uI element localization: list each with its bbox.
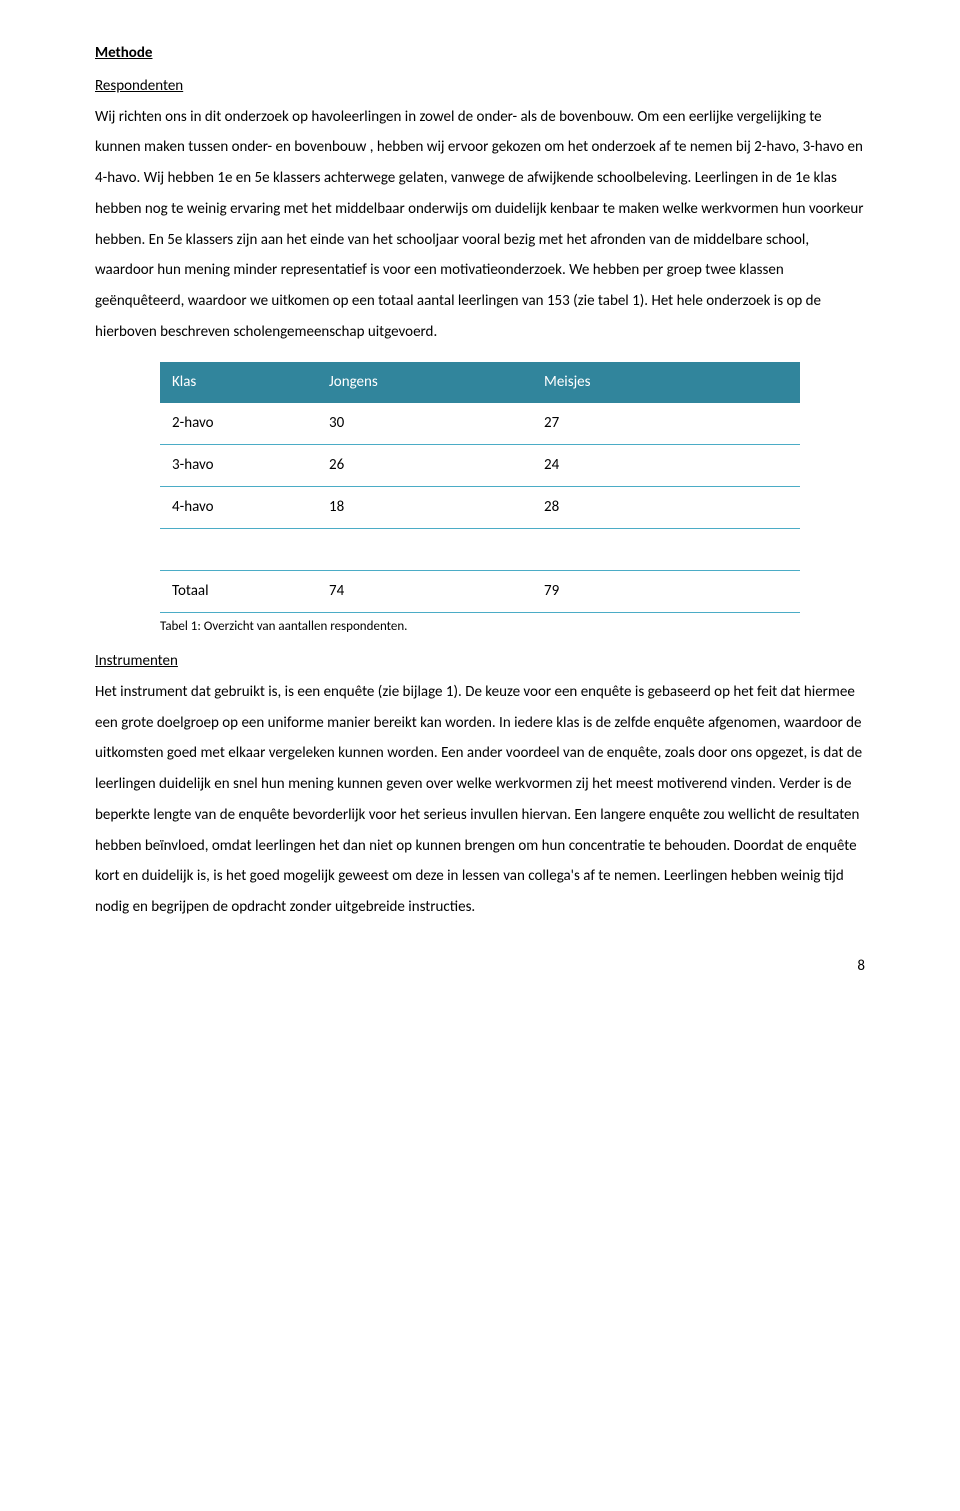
page-number: 8: [95, 951, 865, 982]
cell-empty: [317, 528, 532, 570]
table-row: 3-havo 26 24: [160, 444, 800, 486]
cell-jongens: 26: [317, 444, 532, 486]
table-row: 4-havo 18 28: [160, 486, 800, 528]
table-header-row: Klas Jongens Meisjes: [160, 362, 800, 403]
cell-klas: 3-havo: [160, 444, 317, 486]
table-row-empty: [160, 528, 800, 570]
cell-klas: Totaal: [160, 570, 317, 612]
header-meisjes: Meisjes: [532, 362, 800, 403]
header-jongens: Jongens: [317, 362, 532, 403]
table-row-total: Totaal 74 79: [160, 570, 800, 612]
subsection-title-respondenten: Respondenten: [95, 71, 865, 102]
respondenten-body: Wij richten ons in dit onderzoek op havo…: [95, 102, 865, 348]
section-title-methode: Methode: [95, 38, 865, 69]
subsection-title-instrumenten: Instrumenten: [95, 646, 865, 677]
cell-empty: [532, 528, 800, 570]
cell-meisjes: 27: [532, 403, 800, 445]
cell-jongens: 30: [317, 403, 532, 445]
cell-meisjes: 79: [532, 570, 800, 612]
cell-jongens: 74: [317, 570, 532, 612]
cell-klas: 4-havo: [160, 486, 317, 528]
cell-jongens: 18: [317, 486, 532, 528]
table-row: 2-havo 30 27: [160, 403, 800, 445]
cell-klas: 2-havo: [160, 403, 317, 445]
respondent-table: Klas Jongens Meisjes 2-havo 30 27 3-havo…: [160, 362, 800, 613]
table-caption: Tabel 1: Overzicht van aantallen respond…: [160, 617, 865, 637]
cell-meisjes: 28: [532, 486, 800, 528]
instrumenten-body: Het instrument dat gebruikt is, is een e…: [95, 677, 865, 923]
header-klas: Klas: [160, 362, 317, 403]
cell-empty: [160, 528, 317, 570]
respondent-table-container: Klas Jongens Meisjes 2-havo 30 27 3-havo…: [160, 362, 800, 613]
cell-meisjes: 24: [532, 444, 800, 486]
